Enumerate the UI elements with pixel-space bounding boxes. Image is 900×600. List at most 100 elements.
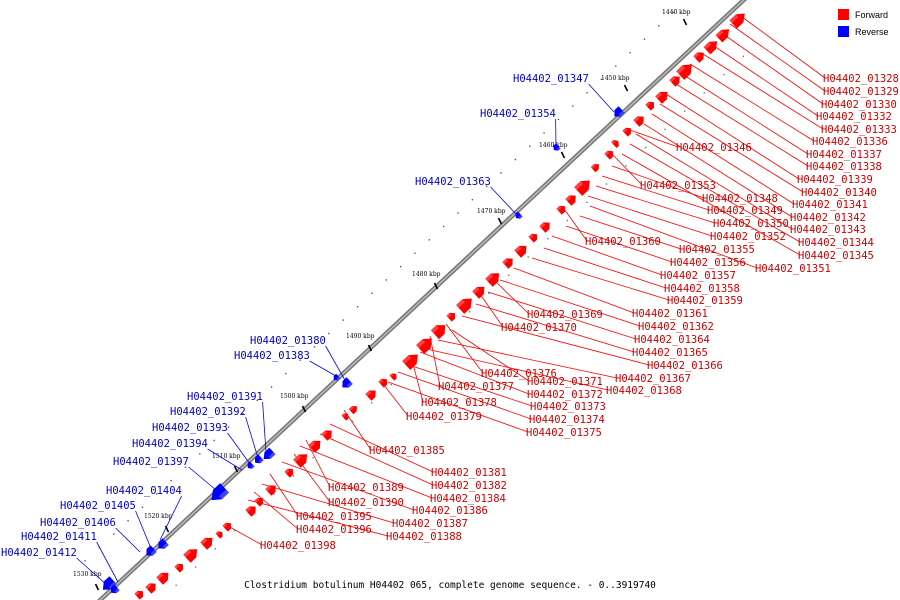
forward-gene-label: H04402_01365 (632, 347, 708, 359)
forward-gene-label: H04402_01352 (710, 231, 786, 243)
forward-gene-label: H04402_01342 (790, 212, 866, 224)
minor-tick (566, 219, 569, 222)
forward-gene-label: H04402_01353 (640, 180, 716, 192)
forward-leader-line (543, 247, 667, 289)
minor-tick (625, 165, 627, 167)
forward-leader-line (499, 279, 641, 327)
reverse-leader-line (262, 401, 267, 453)
scale-tick-mark (367, 344, 373, 352)
reverse-gene-arrow (110, 584, 120, 594)
legend-reverse-swatch (838, 26, 849, 37)
scale-tick-mark (233, 465, 239, 473)
minor-tick (270, 386, 273, 388)
scale-tick-mark (682, 18, 688, 26)
reverse-leader-line (115, 527, 141, 553)
legend-forward-label: Forward (855, 10, 888, 20)
forward-gene-arrow (485, 273, 500, 287)
forward-leader-line (702, 53, 824, 130)
forward-leader-line (601, 175, 710, 211)
forward-leader-line (665, 93, 800, 180)
forward-gene-label: H04402_01370 (501, 322, 577, 334)
forward-gene-arrow (254, 497, 264, 507)
minor-tick (600, 78, 603, 81)
legend-forward-swatch (838, 9, 849, 20)
minor-tick (84, 560, 86, 562)
forward-gene-label: H04402_01369 (527, 309, 603, 321)
forward-leader-line (487, 291, 637, 340)
forward-gene-arrow (348, 406, 357, 415)
forward-gene-arrow (472, 286, 485, 299)
minor-tick (385, 279, 387, 281)
scale-tick-mark (301, 405, 307, 413)
forward-gene-label: H04402_01382 (431, 480, 507, 492)
forward-gene-label: H04402_01389 (328, 482, 404, 494)
forward-gene-label: H04402_01350 (713, 218, 789, 230)
minor-tick (471, 199, 474, 201)
forward-gene-label: H04402_01358 (664, 283, 740, 295)
forward-gene-arrow (341, 413, 349, 421)
scale-tick-label: 1470 kbp (477, 208, 506, 215)
forward-gene-arrow (539, 222, 550, 233)
forward-gene-arrow (565, 195, 576, 206)
forward-leader-line (579, 215, 682, 250)
reverse-leader-line (490, 186, 517, 215)
forward-leader-line (329, 423, 434, 473)
forward-gene-label: H04402_01368 (606, 385, 682, 397)
reverse-leader-line (325, 345, 347, 383)
forward-gene-label: H04402_01366 (647, 360, 723, 372)
forward-gene-arrow (365, 390, 376, 401)
forward-gene-arrow (402, 354, 418, 370)
forward-gene-label: H04402_01345 (798, 250, 874, 262)
reverse-gene-label: H04402_01405 (60, 500, 136, 512)
minor-tick (672, 11, 674, 14)
scale-tick-mark (623, 84, 629, 92)
forward-gene-arrow (715, 29, 730, 43)
reverse-gene-arrow (254, 454, 264, 464)
minor-tick (486, 185, 488, 188)
forward-gene-label: H04402_01329 (823, 86, 899, 98)
scale-tick-label: 1520 kbp (144, 513, 173, 520)
forward-gene-arrow (321, 430, 332, 441)
reverse-gene-arrow (515, 211, 523, 219)
forward-leader-line (475, 303, 635, 353)
forward-gene-arrow (430, 325, 446, 340)
forward-leader-line (429, 335, 441, 387)
forward-gene-label: H04402_01348 (702, 193, 778, 205)
gene-features (102, 13, 745, 600)
forward-gene-label: H04402_01332 (816, 111, 892, 123)
forward-gene-label: H04402_01371 (527, 376, 603, 388)
minor-tick (292, 475, 295, 477)
minor-tick (371, 292, 373, 295)
reverse-gene-label: H04402_01411 (21, 531, 97, 543)
minor-tick (703, 92, 705, 94)
minor-tick (527, 256, 529, 258)
forward-leader-line (689, 63, 815, 142)
forward-gene-label: H04402_01356 (670, 257, 746, 269)
scale-tick-mark (164, 525, 170, 533)
forward-gene-arrow (156, 572, 169, 585)
forward-leader-line (589, 205, 758, 269)
minor-tick (299, 359, 301, 361)
forward-leader-line (397, 371, 532, 420)
forward-leader-line (651, 113, 795, 205)
forward-gene-label: H04402_01378 (421, 397, 497, 409)
forward-gene-label: H04402_01377 (438, 381, 514, 393)
reverse-gene-label: H04402_01380 (250, 335, 326, 347)
reverse-gene-label: H04402_01354 (480, 108, 556, 120)
scale-tick-label: 1530 kbp (73, 571, 102, 578)
forward-leader-line (587, 195, 713, 237)
forward-leader-line (437, 339, 618, 379)
reverse-leader-line (188, 466, 217, 491)
forward-leader-line (621, 153, 801, 256)
gene-labels: H04402_01328H04402_01329H04402_01330H044… (1, 73, 899, 559)
minor-tick (227, 426, 230, 428)
reverse-gene-label: H04402_01394 (132, 438, 208, 450)
forward-leader-line (261, 483, 395, 524)
legend: Forward Reverse (838, 9, 889, 37)
minor-tick (184, 466, 187, 468)
forward-gene-label: H04402_01333 (821, 124, 897, 136)
forward-leader-line (643, 123, 793, 218)
forward-leader-line (421, 347, 609, 391)
forward-leader-line (659, 103, 804, 193)
minor-tick (468, 311, 471, 313)
